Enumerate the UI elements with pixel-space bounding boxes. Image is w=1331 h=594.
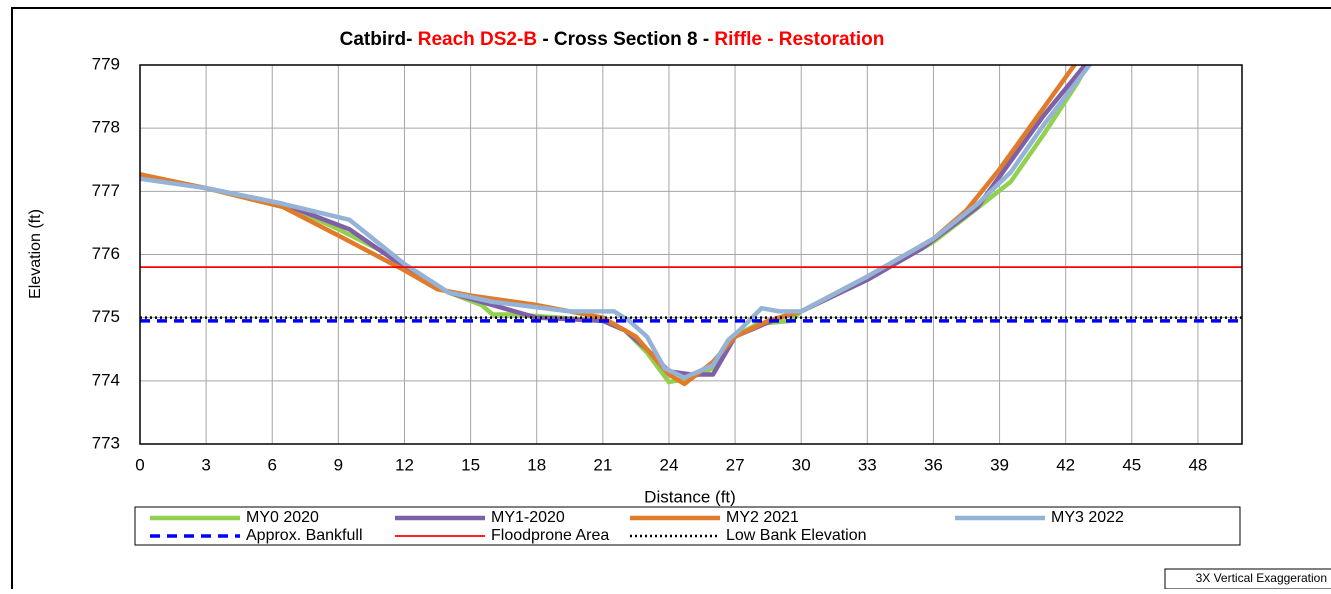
title-part: - Cross Section 8 -: [537, 29, 714, 50]
legend-label: MY2 2021: [726, 509, 799, 526]
y-tick-label: 774: [92, 370, 120, 389]
y-tick-label: 776: [92, 244, 120, 263]
title-part: Riffle - Restoration: [714, 29, 884, 50]
y-tick-label: 773: [92, 433, 120, 452]
x-tick-label: 0: [135, 455, 144, 474]
x-axis-label: Distance (ft): [644, 487, 736, 506]
footnote: 3X Vertical Exaggeration: [1196, 571, 1327, 585]
x-tick-label: 12: [395, 455, 414, 474]
x-tick-label: 9: [334, 455, 343, 474]
legend-label: Floodprone Area: [491, 527, 609, 544]
plot-border: [139, 64, 1243, 445]
x-tick-label: 33: [858, 455, 877, 474]
x-tick-label: 36: [924, 455, 943, 474]
x-tick-label: 6: [268, 455, 277, 474]
x-tick-label: 48: [1188, 455, 1207, 474]
y-tick-label: 779: [92, 54, 120, 73]
x-tick-label: 24: [659, 455, 678, 474]
y-tick-label: 777: [92, 181, 120, 200]
y-tick-label: 775: [92, 307, 120, 326]
x-tick-label: 42: [1056, 455, 1075, 474]
x-tick-label: 3: [201, 455, 210, 474]
title-part: Catbird-: [340, 29, 418, 50]
y-tick-label: 778: [92, 118, 120, 137]
x-tick-label: 39: [990, 455, 1009, 474]
chart-title: Catbird- Reach DS2-B - Cross Section 8 -…: [340, 29, 885, 50]
series-line: [140, 65, 1093, 380]
title-part: Reach DS2-B: [418, 29, 537, 50]
x-tick-label: 18: [527, 455, 546, 474]
legend-label: Low Bank Elevation: [726, 527, 867, 544]
x-tick-label: 21: [593, 455, 612, 474]
legend-label: Approx. Bankfull: [246, 527, 363, 544]
y-axis-label: Elevation (ft): [27, 209, 44, 299]
x-tick-label: 30: [792, 455, 811, 474]
x-tick-label: 15: [461, 455, 480, 474]
x-tick-label: 27: [726, 455, 745, 474]
legend-label: MY0 2020: [246, 509, 319, 526]
x-tick-label: 45: [1122, 455, 1141, 474]
plot-lines: [140, 65, 1242, 387]
legend-label: MY1-2020: [491, 509, 565, 526]
legend-box: [134, 506, 1241, 546]
legend-label: MY3 2022: [1051, 509, 1124, 526]
